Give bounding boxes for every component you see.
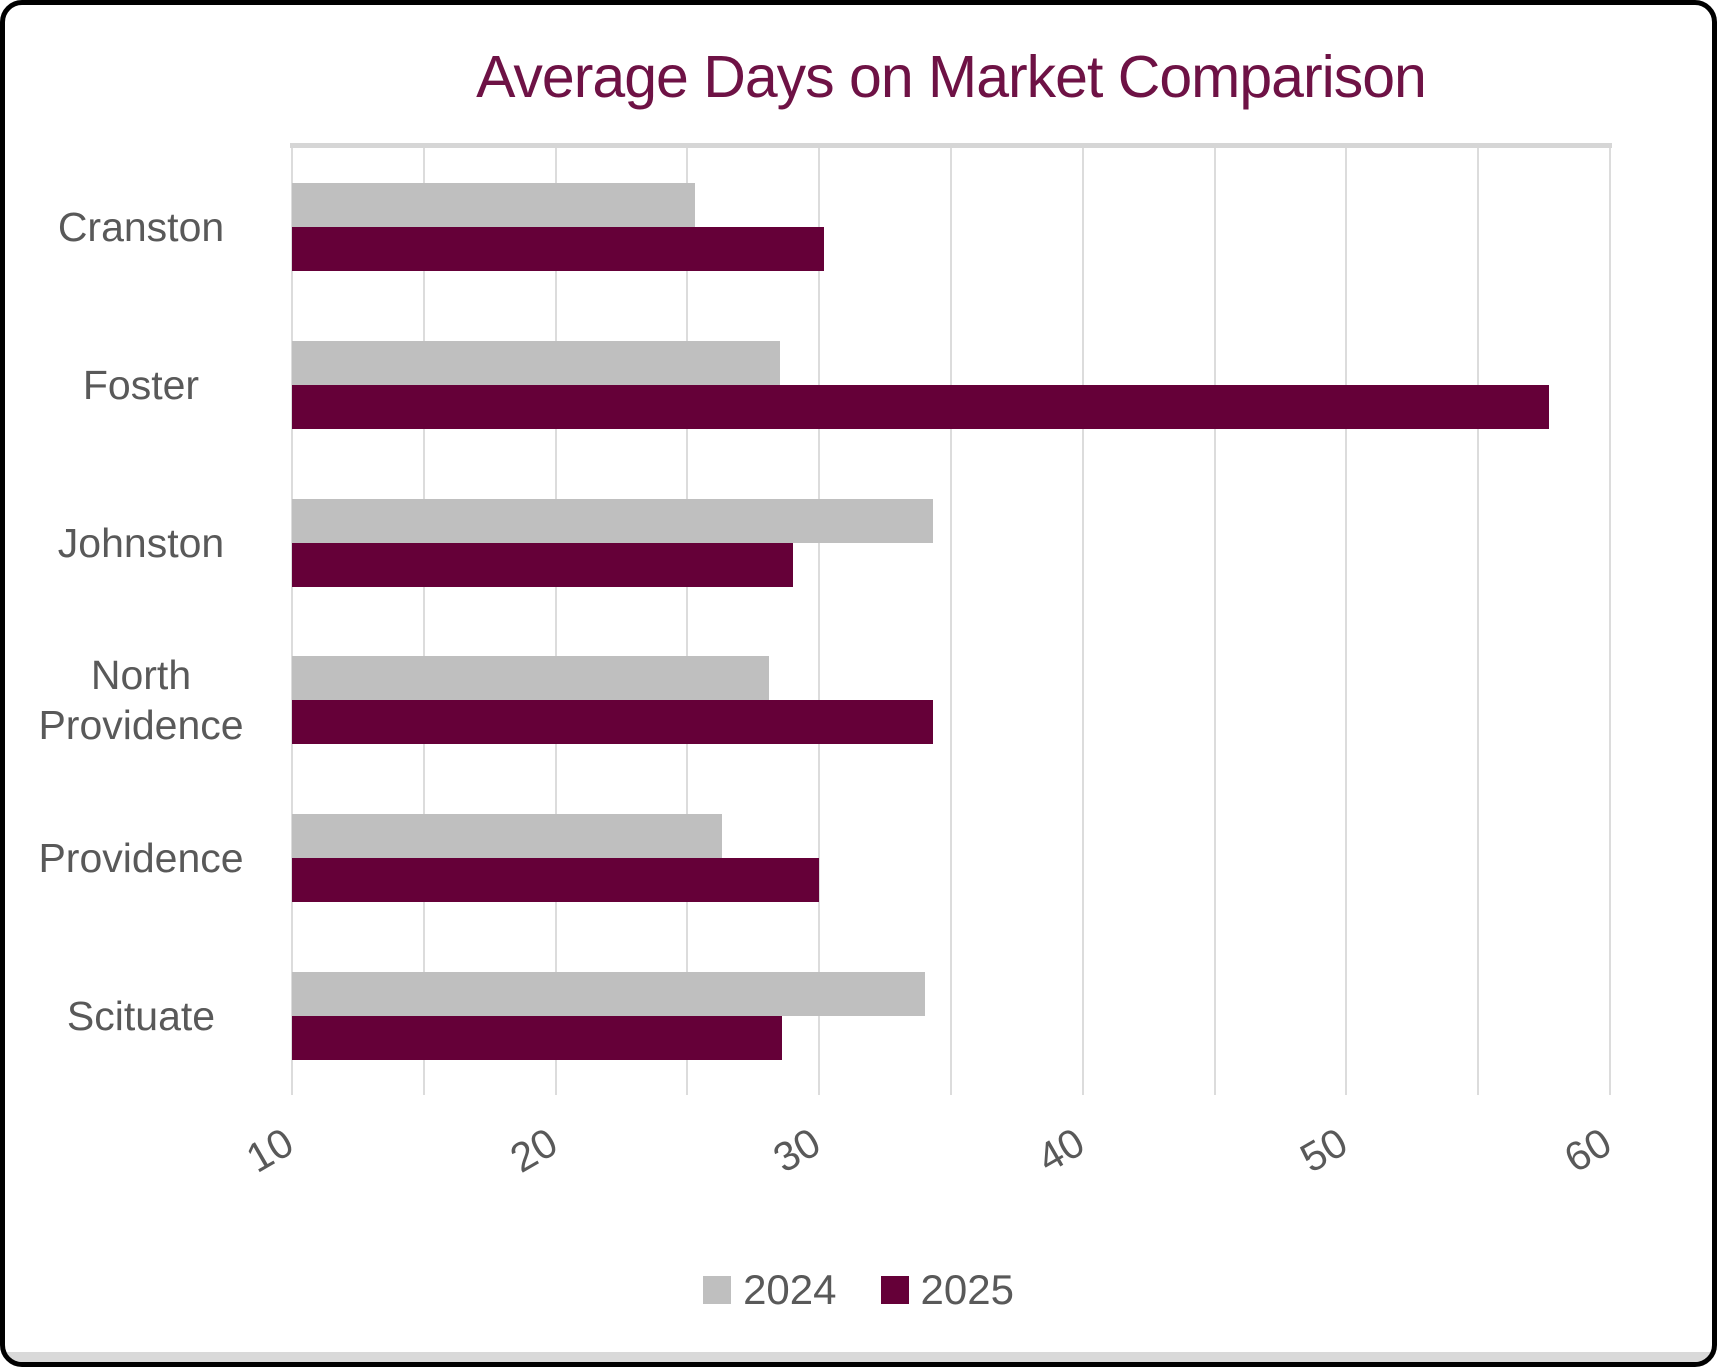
category-label: Foster	[82, 361, 200, 408]
category-label: North Providence	[38, 652, 244, 749]
x-tick-label: 30	[765, 1118, 829, 1182]
bottom-edge	[5, 1352, 1712, 1362]
bar-2024-foster	[292, 340, 780, 385]
chart-title: Average Days on Market Comparison	[476, 44, 1427, 110]
category-label: Providence	[38, 835, 244, 882]
gridline	[1081, 148, 1084, 1095]
gridline	[291, 148, 293, 1095]
bar-stack	[292, 182, 1610, 271]
x-tick-label: 10	[238, 1118, 301, 1182]
legend-item-2024: 2024	[703, 1266, 837, 1314]
bar-stack	[292, 972, 1610, 1061]
category-label: Johnston	[57, 519, 225, 566]
legend: 2024 2025	[5, 1266, 1712, 1314]
gridline	[1609, 148, 1611, 1095]
legend-swatch-2025	[880, 1276, 909, 1304]
category-label: Cranston	[57, 203, 225, 250]
bar-2024-cranston	[292, 182, 696, 227]
gridline	[950, 148, 952, 1095]
bar-row	[292, 937, 1610, 1095]
bar-2024-north-providence	[292, 656, 770, 701]
bar-2025-providence	[292, 858, 820, 903]
plot-area: 10 20 30 40 50 60	[239, 143, 1619, 1181]
legend-label-2024: 2024	[743, 1266, 837, 1313]
gridline	[1477, 148, 1480, 1095]
bar-stack	[292, 340, 1610, 429]
bar-row	[292, 464, 1610, 622]
gridline	[1213, 148, 1216, 1095]
gridline	[686, 148, 689, 1095]
x-tick-label: 50	[1292, 1118, 1356, 1182]
gridline	[422, 148, 425, 1095]
bar-2025-north-providence	[292, 700, 933, 745]
bar-row	[292, 148, 1610, 306]
bar-2025-foster	[292, 384, 1550, 429]
category-label: Scituate	[66, 993, 216, 1040]
x-tick-label: 40	[1029, 1118, 1092, 1182]
bar-row	[292, 779, 1610, 937]
x-tick-label: 20	[502, 1118, 565, 1182]
bar-stack	[292, 498, 1610, 587]
legend-label-2025: 2025	[920, 1266, 1014, 1313]
gridline	[554, 148, 557, 1095]
bar-2025-cranston	[292, 226, 825, 271]
bar-stack	[292, 656, 1610, 745]
gridline	[1345, 148, 1348, 1095]
bar-2024-scituate	[292, 972, 925, 1017]
x-tick-label: 60	[1556, 1118, 1619, 1182]
bar-stack	[292, 814, 1610, 903]
legend-item-2025: 2025	[880, 1266, 1014, 1314]
bar-2024-johnston	[292, 498, 933, 543]
plot-top-edge	[290, 143, 1612, 148]
bar-rows	[292, 148, 1610, 1095]
bar-2025-scituate	[292, 1016, 783, 1061]
bar-2024-providence	[292, 814, 722, 859]
bar-row	[292, 621, 1610, 779]
gridline	[818, 148, 821, 1095]
bar-2025-johnston	[292, 542, 793, 587]
bar-row	[292, 306, 1610, 464]
legend-swatch-2024	[703, 1276, 732, 1304]
category-axis: Cranston Foster Johnston North Providence Pr…	[13, 148, 269, 1095]
